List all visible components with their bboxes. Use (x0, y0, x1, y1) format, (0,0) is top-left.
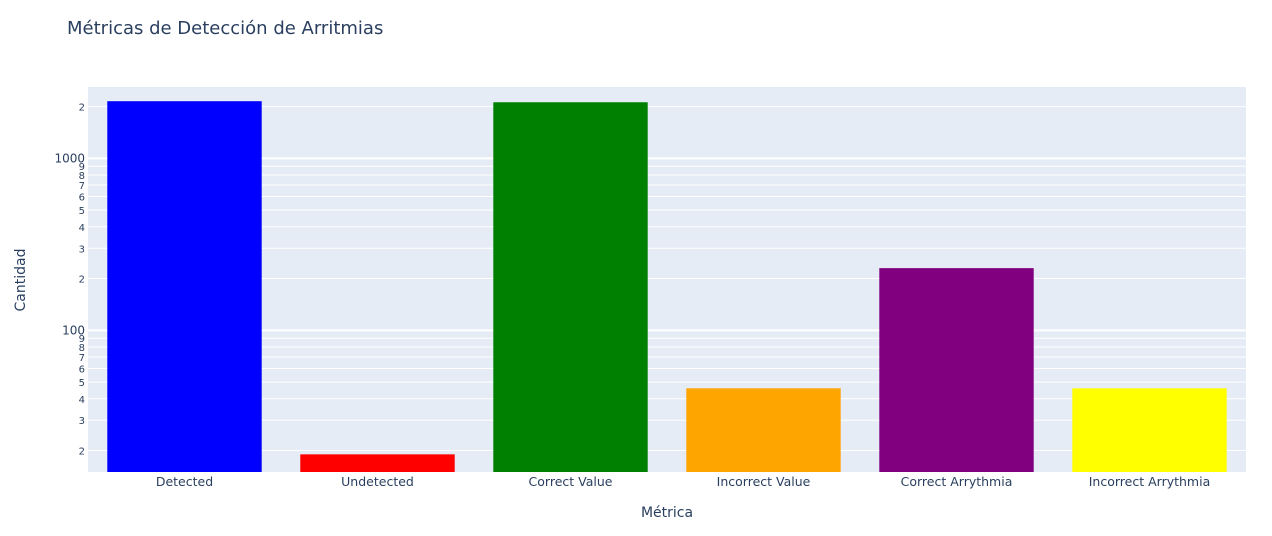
y-tick-label: 8 (79, 343, 85, 354)
y-tick-label: 100 (62, 323, 85, 337)
bar-incorrect-value (686, 388, 841, 472)
y-tick-label: 9 (79, 162, 85, 173)
y-tick-label: 3 (79, 244, 85, 255)
bar-undetected (300, 454, 455, 472)
y-tick-label: 4 (79, 395, 85, 406)
bars (107, 101, 1227, 473)
y-tick-label: 7 (79, 353, 85, 364)
grid-lines (88, 106, 1246, 452)
y-axis-title: Cantidad (13, 249, 29, 312)
y-tick-label: 2 (79, 275, 85, 286)
x-tick-label: Correct Arrythmia (901, 474, 1013, 489)
y-tick-label: 4 (79, 223, 85, 234)
x-tick-label: Correct Value (529, 474, 613, 489)
plot-area (88, 87, 1246, 472)
x-axis-title: Métrica (641, 505, 693, 521)
y-tick-label: 9 (79, 334, 85, 345)
y-tick-label: 6 (79, 193, 85, 204)
y-tick-label: 5 (79, 206, 85, 217)
y-tick-label: 7 (79, 181, 85, 192)
bar-incorrect-arrythmia (1072, 388, 1227, 472)
bar-correct-arrythmia (879, 268, 1034, 472)
y-tick-label: 2 (79, 103, 85, 114)
y-tick-label: 5 (79, 378, 85, 389)
chart-title: Métricas de Detección de Arritmias (67, 18, 383, 39)
bar-correct-value (493, 102, 648, 472)
bar-detected (107, 101, 262, 473)
y-tick-label: 8 (79, 171, 85, 182)
y-tick-label: 3 (79, 416, 85, 427)
x-tick-label: Incorrect Arrythmia (1089, 474, 1211, 489)
y-tick-label: 2 (79, 447, 85, 458)
x-tick-label: Detected (156, 474, 213, 489)
x-tick-label: Incorrect Value (717, 474, 811, 489)
y-tick-label: 1000 (54, 151, 85, 165)
x-axis-ticks: Detected Undetected Correct Value Incorrect… (156, 474, 1210, 489)
x-tick-label: Undetected (341, 474, 414, 489)
y-tick-label: 6 (79, 364, 85, 375)
